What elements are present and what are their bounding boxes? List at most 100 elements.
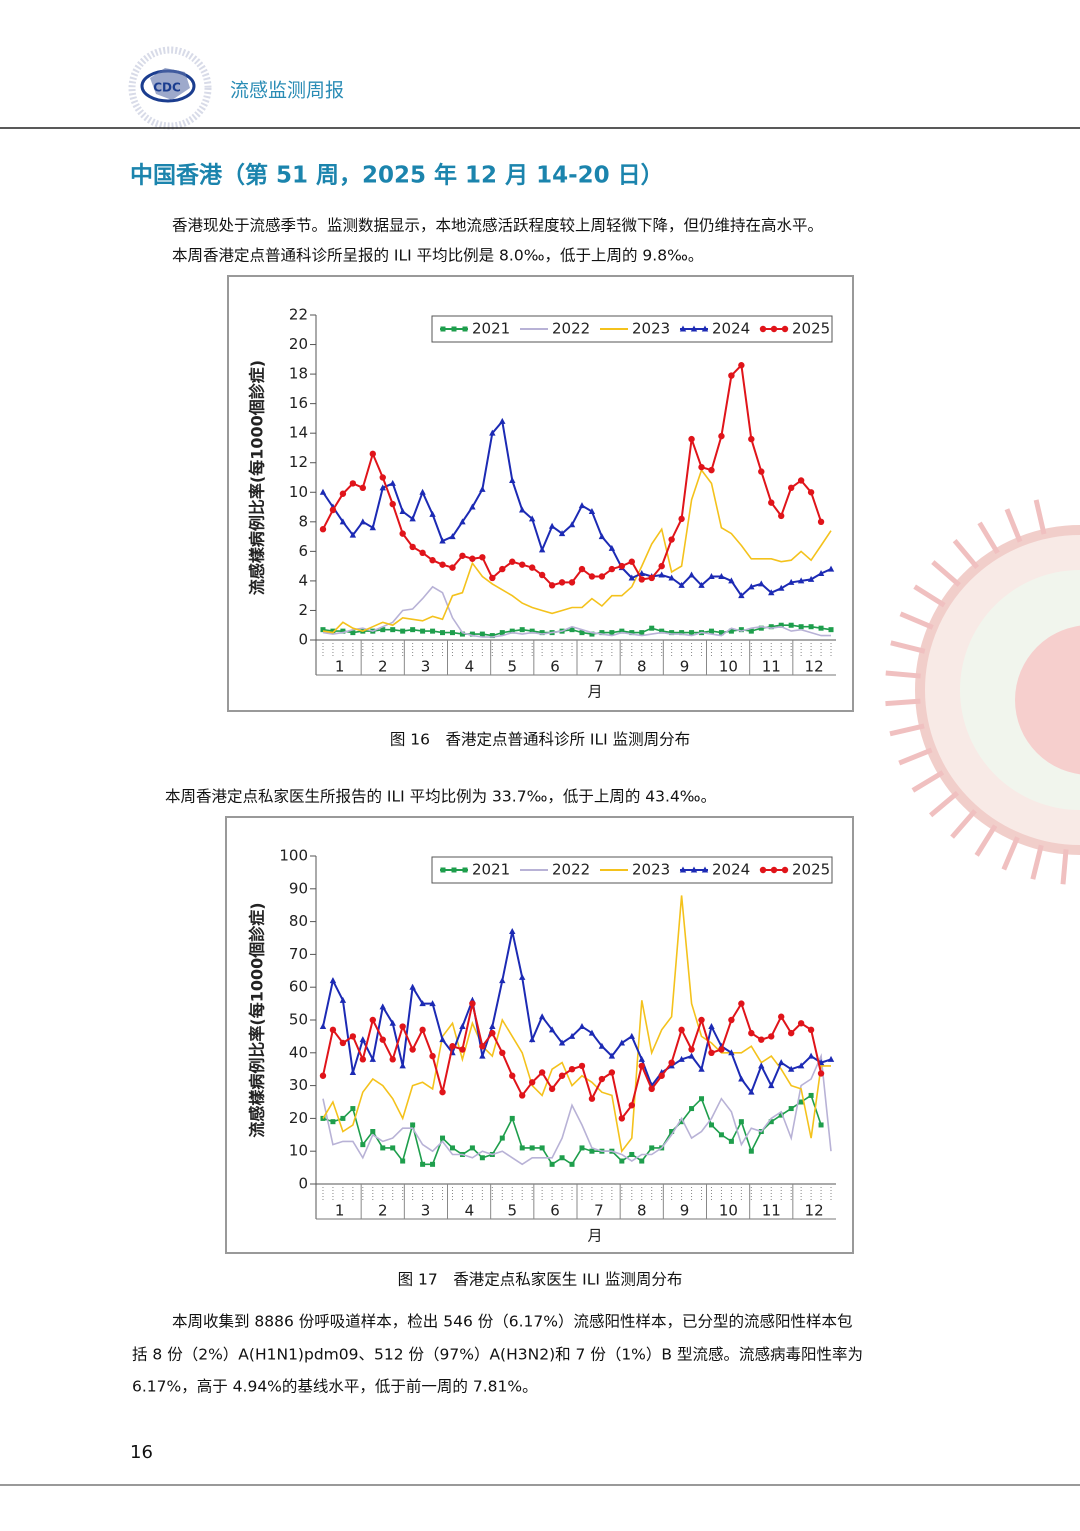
marker — [399, 530, 406, 537]
marker — [359, 1036, 367, 1043]
marker — [519, 1092, 526, 1099]
legend-label: 2024 — [712, 861, 750, 879]
figure-caption: 图 17 香港定点私家医生 ILI 监测周分布 — [398, 1271, 683, 1289]
marker — [569, 1161, 575, 1167]
marker — [619, 1158, 625, 1164]
marker — [718, 572, 725, 579]
paragraph: 本周香港定点私家医生所报告的 ILI 平均比例为 33.7‰，低于上周的 43.… — [165, 788, 716, 806]
marker — [390, 1145, 396, 1151]
marker — [618, 1115, 626, 1122]
marker — [698, 1065, 705, 1072]
marker — [469, 503, 476, 510]
marker — [499, 977, 506, 984]
marker — [689, 1106, 695, 1112]
marker — [797, 1062, 805, 1069]
marker — [339, 1039, 347, 1047]
marker — [818, 625, 824, 631]
marker — [339, 518, 347, 525]
marker — [827, 1055, 835, 1062]
marker — [588, 1029, 596, 1036]
marker — [679, 630, 685, 636]
marker — [579, 630, 585, 636]
marker — [559, 1155, 565, 1161]
marker — [628, 1032, 635, 1039]
marker — [539, 630, 545, 636]
legend-label: 2022 — [552, 320, 590, 338]
marker — [569, 627, 575, 633]
marker — [349, 480, 357, 487]
marker — [479, 554, 486, 561]
marker — [409, 543, 416, 551]
x-tick-label: 3 — [421, 1202, 431, 1220]
x-tick-label: 12 — [805, 1202, 824, 1220]
marker — [638, 1062, 645, 1070]
x-tick-label: 2 — [378, 1202, 388, 1220]
marker — [360, 1142, 366, 1148]
marker — [669, 1129, 675, 1135]
marker — [787, 1065, 795, 1072]
marker — [409, 983, 416, 990]
marker — [548, 582, 556, 589]
marker — [529, 628, 535, 634]
marker — [349, 1033, 357, 1040]
marker — [678, 581, 685, 588]
y-tick-label: 90 — [289, 879, 308, 897]
marker — [708, 1023, 715, 1030]
x-tick-label: 9 — [680, 658, 690, 676]
marker — [379, 484, 386, 491]
marker — [589, 1148, 595, 1154]
x-tick-label: 7 — [594, 658, 604, 676]
legend-label: 2022 — [552, 861, 590, 879]
marker — [350, 630, 356, 636]
x-tick-label: 11 — [762, 658, 781, 676]
marker — [639, 1158, 645, 1164]
marker — [410, 627, 416, 633]
marker — [688, 1046, 695, 1053]
marker — [808, 1092, 814, 1098]
marker — [440, 630, 446, 636]
marker — [787, 1029, 795, 1037]
legend-marker — [770, 325, 778, 333]
x-tick-label: 1 — [335, 1202, 345, 1220]
series — [319, 1000, 825, 1122]
marker — [509, 476, 516, 483]
marker — [350, 1106, 356, 1112]
marker — [568, 579, 576, 586]
marker — [319, 1023, 327, 1030]
marker — [528, 1036, 536, 1043]
marker — [319, 526, 327, 533]
marker — [678, 1055, 685, 1062]
marker — [538, 1013, 546, 1020]
marker — [390, 627, 396, 633]
marker — [469, 1145, 475, 1151]
marker — [479, 1052, 486, 1059]
legend-marker — [462, 326, 468, 332]
marker — [359, 1056, 367, 1063]
marker — [509, 1115, 515, 1121]
marker — [748, 1029, 755, 1037]
x-tick-label: 3 — [421, 658, 431, 676]
marker — [787, 578, 795, 585]
marker — [658, 1072, 665, 1079]
marker — [499, 565, 506, 573]
legend-label: 2021 — [472, 861, 510, 879]
marker — [340, 628, 346, 634]
marker — [429, 1000, 436, 1007]
marker — [539, 1145, 545, 1151]
marker — [568, 1066, 576, 1073]
marker — [409, 1046, 416, 1053]
marker — [440, 1135, 446, 1141]
marker — [619, 628, 625, 634]
marker — [638, 576, 645, 583]
marker — [330, 1119, 336, 1125]
y-tick-label: 40 — [289, 1043, 308, 1061]
marker — [758, 468, 765, 475]
y-tick-label: 10 — [289, 483, 308, 501]
y-tick-label: 0 — [298, 1175, 308, 1193]
legend-marker — [770, 866, 778, 874]
marker — [319, 488, 327, 495]
series — [322, 468, 832, 634]
marker — [379, 1036, 386, 1043]
marker — [509, 628, 515, 634]
